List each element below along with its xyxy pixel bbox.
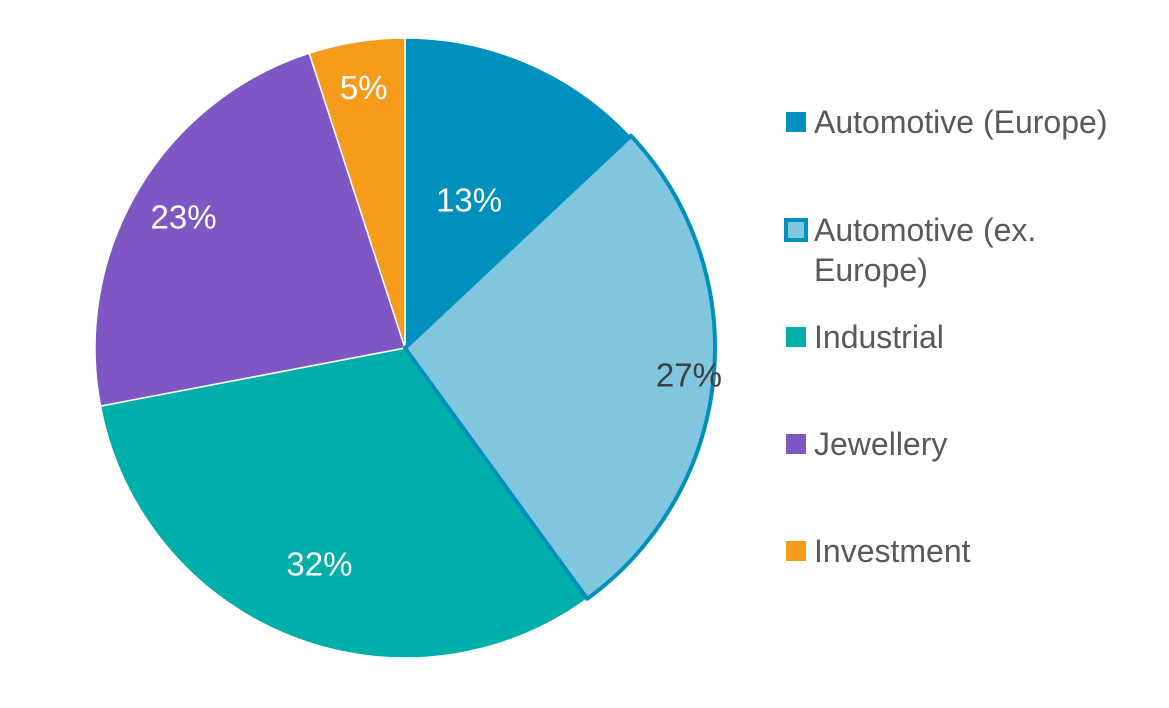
legend-label-line: Industrial [814,319,944,355]
slice-industrial [99,347,589,659]
legend-label-industrial: Industrial [814,319,944,355]
pie-slices [94,37,716,659]
legend-item-automotive-europe: Automotive (Europe) [786,104,1107,140]
slice-automotive-europe [404,37,633,350]
legend-item-industrial: Industrial [786,319,944,355]
slice-jewellery [94,52,406,407]
slice-investment [308,37,406,349]
legend-swatch-automotive-ex-europe [784,218,808,242]
legend-item-jewellery: Jewellery [786,426,947,462]
legend-label-line: Automotive (Europe) [814,104,1107,140]
legend-label-line: Investment [814,533,971,569]
data-label-investment: 5% [340,69,388,106]
highlighted-series-outline [403,133,717,601]
slice-outline-automotive-ex-europe [403,133,717,601]
legend-label-automotive-europe: Automotive (Europe) [814,104,1107,140]
legend: Automotive (Europe) Automotive (ex. Europe… [784,104,1107,569]
legend-swatch-automotive-europe [786,112,806,132]
data-label-automotive-ex-europe: 27% [656,356,722,393]
legend-swatch-investment [786,541,806,561]
legend-item-automotive-ex-europe: Automotive (ex. Europe) [784,212,1036,288]
legend-label-line: Europe) [814,252,928,288]
data-label-jewellery: 23% [150,199,216,236]
data-label-automotive-europe: 13% [436,182,502,219]
legend-label-line: Jewellery [814,426,947,462]
legend-label-line: Automotive (ex. [814,212,1036,248]
legend-item-investment: Investment [786,533,971,569]
legend-swatch-industrial [786,327,806,347]
legend-swatch-jewellery [786,434,806,454]
legend-label-jewellery: Jewellery [814,426,947,462]
data-labels: 13% 27% 32% 23% 5% [150,69,721,582]
legend-label-investment: Investment [814,533,971,569]
legend-label-automotive-ex-europe: Automotive (ex. Europe) [814,212,1036,288]
data-label-industrial: 32% [286,546,352,583]
